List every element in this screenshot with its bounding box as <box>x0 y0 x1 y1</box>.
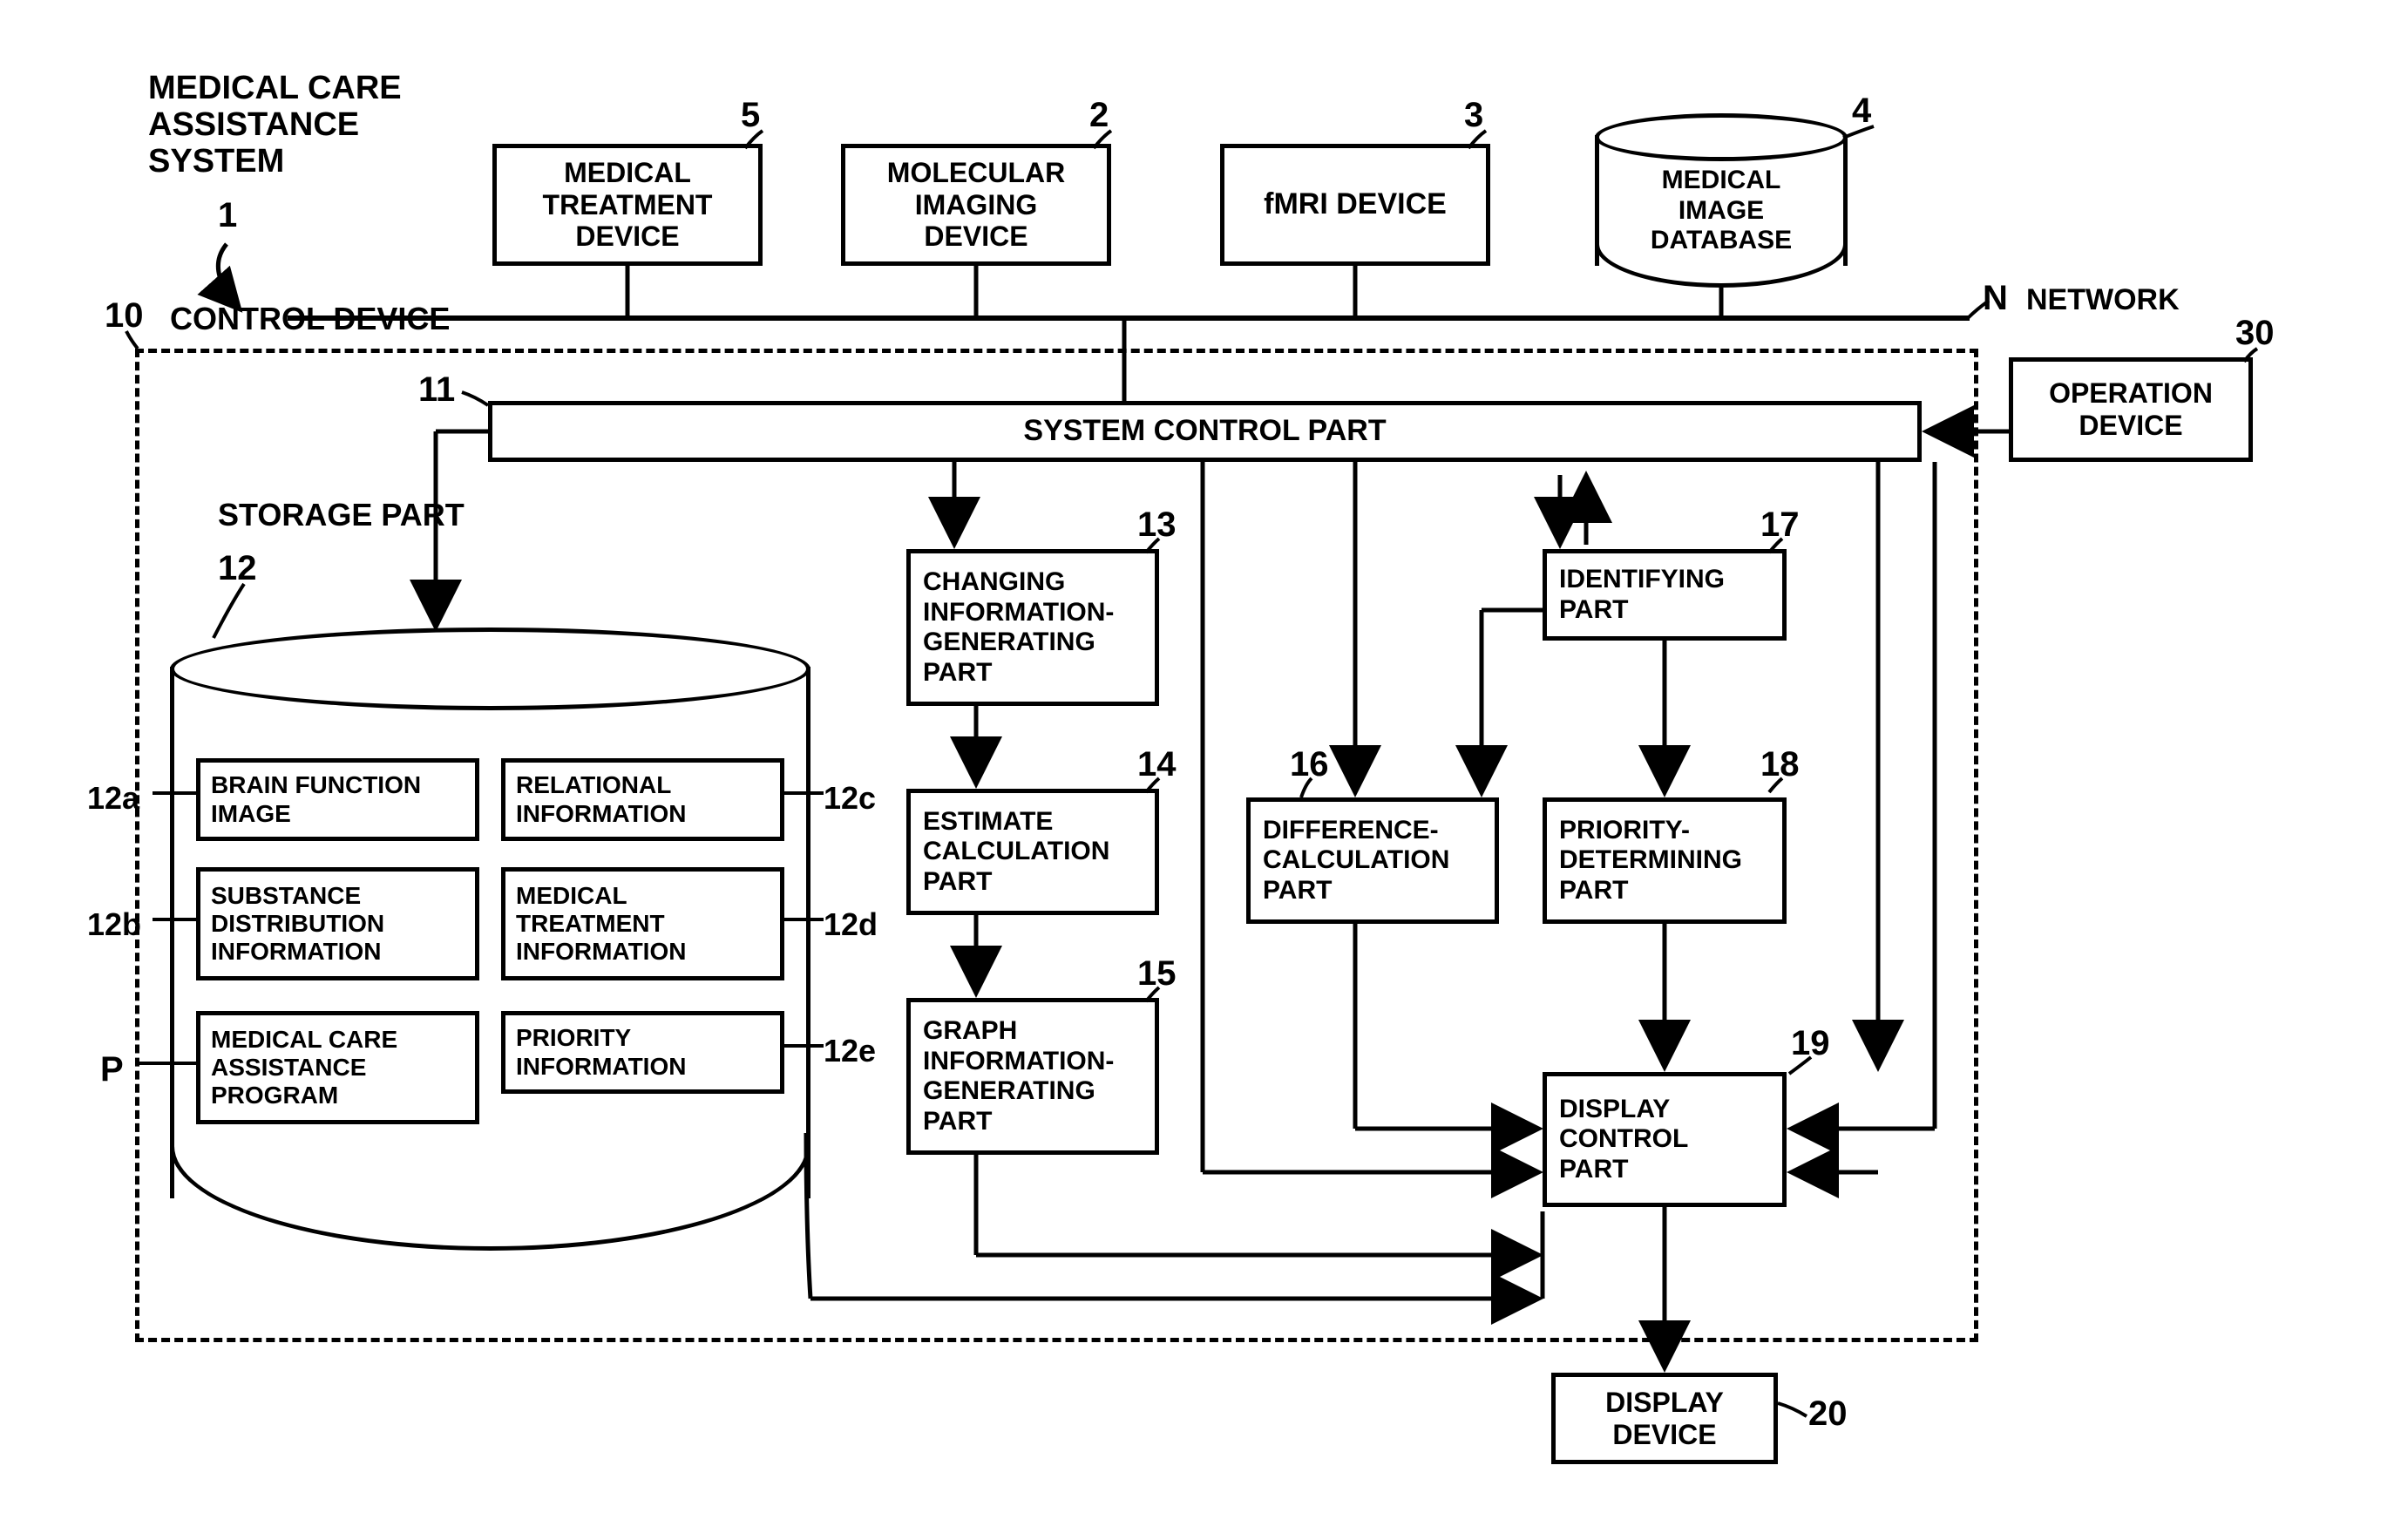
chain-arrows <box>0 0 2394 1540</box>
medical-care-diagram: MEDICAL CARE ASSISTANCE SYSTEM 1 MEDICAL… <box>0 0 2394 1540</box>
